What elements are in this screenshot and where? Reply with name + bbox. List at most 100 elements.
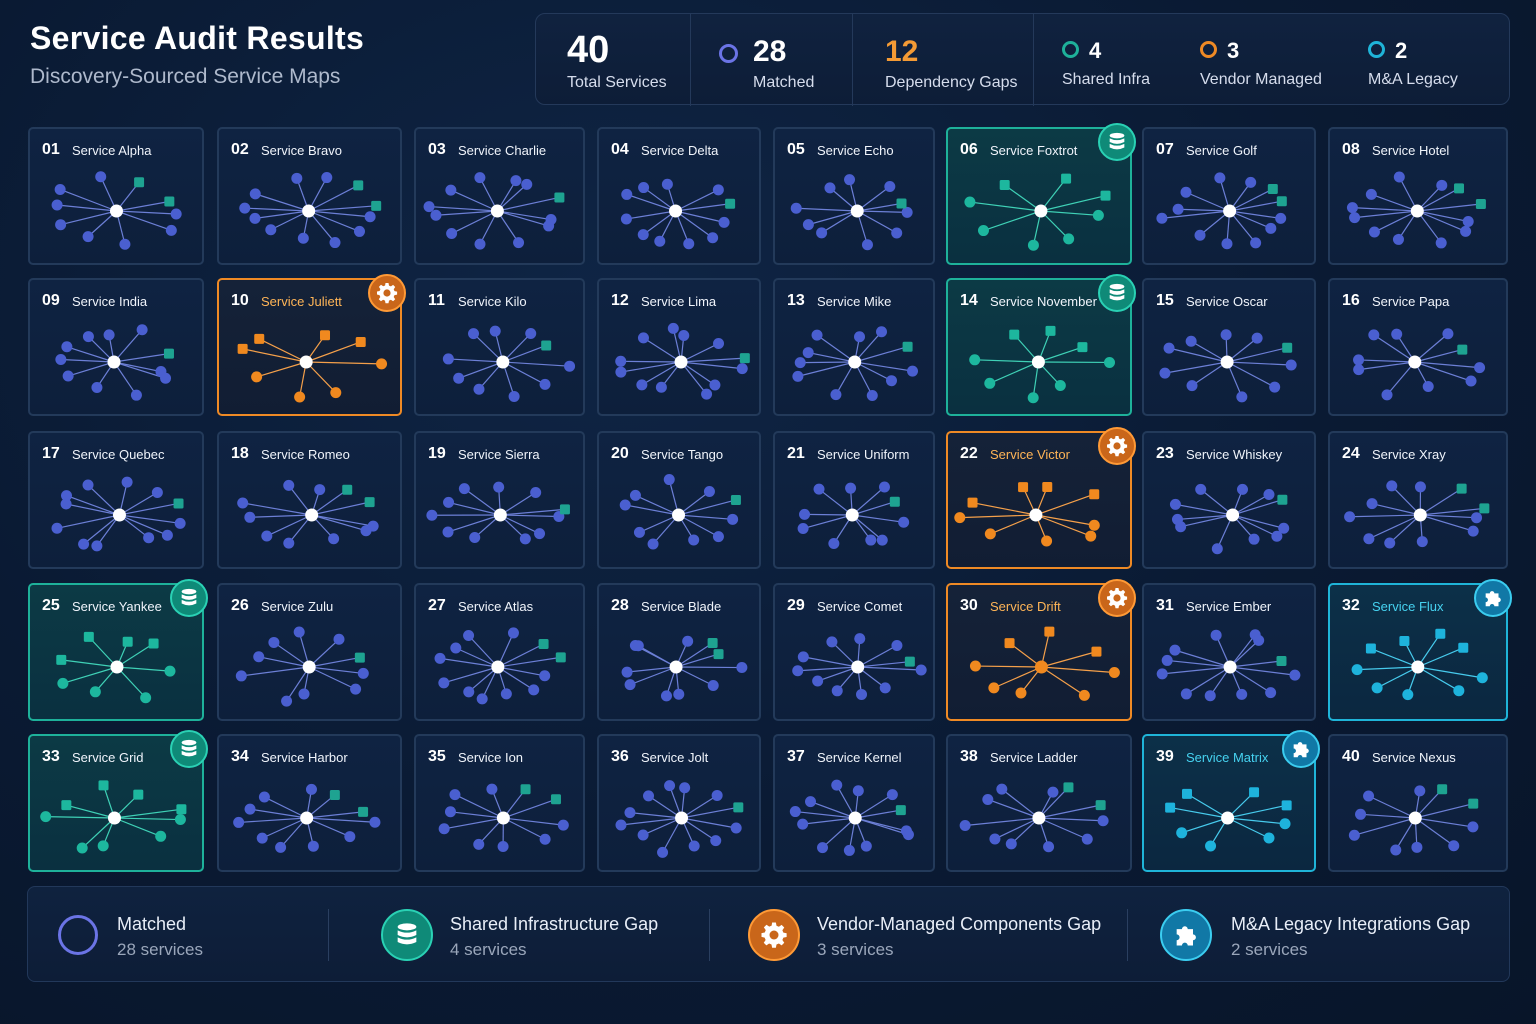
graph-node-square [1061,173,1072,184]
graph-node [458,483,470,495]
service-card[interactable]: 39 Service Matrix [1142,730,1320,872]
graph-node [996,783,1008,795]
graph-node [1027,239,1039,251]
service-name: Service Mike [817,294,892,309]
service-card[interactable]: 27 Service Atlas [414,583,585,721]
graph-edge [817,666,858,682]
service-card[interactable]: 36 Service Jolt [597,734,761,872]
service-card[interactable]: 21 Service Uniform [773,431,935,569]
service-card[interactable]: 13 Service Mike [773,278,935,416]
service-card[interactable]: 04 Service Delta [597,127,761,265]
service-card[interactable]: 05 Service Echo [773,127,935,265]
service-card[interactable]: 32 Service Flux [1328,579,1512,721]
service-card[interactable]: 15 Service Oscar [1142,278,1316,416]
service-card[interactable]: 09 Service India [28,278,204,416]
service-card[interactable]: 37 Service Kernel [773,734,935,872]
service-card[interactable]: 14 Service November [946,274,1136,416]
graph-edge [497,666,535,691]
service-card[interactable]: 22 Service Victor [946,427,1136,569]
service-card[interactable]: 23 Service Whiskey [1142,431,1316,569]
graph-edge [1420,507,1485,516]
graph-node-square [355,336,366,347]
graph-node [1108,667,1120,679]
graph-hub-node [1223,660,1237,674]
graph-node [736,662,748,674]
service-card[interactable]: 26 Service Zulu [217,583,402,721]
dependency-graph [423,172,565,250]
graph-node-square [1458,642,1469,653]
service-name: Service Nexus [1372,750,1456,765]
stat-total-label: Total Services [567,74,667,91]
graph-node-square [550,794,561,805]
graph-node [860,840,872,852]
graph-hub-node [496,355,510,369]
graph-edge [800,361,855,364]
service-card[interactable]: 10 Service Juliett [217,274,406,416]
graph-edge [629,812,682,819]
graph-node-square [889,496,900,507]
graph-edge [1368,795,1416,819]
service-card[interactable]: 29 Service Comet [773,583,935,721]
graph-node [55,354,67,366]
graph-edge [114,808,182,819]
service-number: 36 [611,748,629,765]
service-card[interactable]: 19 Service Sierra [414,431,585,569]
graph-node [866,389,878,401]
service-card[interactable]: 01 Service Alpha [28,127,204,265]
service-card[interactable]: 28 Service Blade [597,583,761,721]
graph-node [1351,664,1363,676]
service-card[interactable]: 12 Service Lima [597,278,761,416]
graph-node-square [1281,800,1292,811]
stat-shared-label: Shared Infra [1062,71,1151,88]
graph-edge [856,210,898,234]
graph-node [712,531,724,543]
service-card[interactable]: 30 Service Drift [946,579,1136,721]
service-card[interactable]: 17 Service Quebec [28,431,204,569]
puzzle-icon [1160,909,1212,961]
graph-node [62,370,74,382]
graph-hub-node [1410,204,1424,218]
service-card[interactable]: 31 Service Ember [1142,583,1316,721]
service-card[interactable]: 34 Service Harbor [217,734,402,872]
graph-edge [308,210,371,218]
service-card[interactable]: 11 Service Kilo [414,278,585,416]
graph-hub-node [675,811,689,825]
graph-edge [497,210,549,227]
service-name: Service Victor [990,447,1070,462]
service-number: 02 [231,141,249,158]
graph-edge [641,361,682,386]
graph-node [624,679,636,691]
graph-node-square [1479,503,1490,514]
graph-edge [1391,485,1421,516]
graph-hub-node [490,204,504,218]
service-name: Service Flux [1372,599,1444,614]
graph-hub-node [1029,508,1043,522]
service-card[interactable]: 24 Service Xray [1328,431,1508,569]
service-card[interactable]: 16 Service Papa [1328,278,1508,416]
graph-node [636,379,648,391]
graph-node [1172,513,1184,525]
graph-node [718,216,730,228]
service-card[interactable]: 33 Service Grid [28,730,208,872]
service-card[interactable]: 18 Service Romeo [217,431,402,569]
service-card[interactable]: 07 Service Golf [1142,127,1316,265]
service-card[interactable]: 38 Service Ladder [946,734,1132,872]
graph-node [119,238,131,250]
puzzle-icon [1474,579,1512,617]
graph-edge [680,343,719,363]
service-card[interactable]: 40 Service Nexus [1328,734,1508,872]
service-card[interactable]: 03 Service Charlie [414,127,585,265]
graph-node [78,538,90,550]
graph-edge [116,666,147,699]
service-name: Service Golf [1186,143,1257,158]
stat-matched-value: 28 [753,35,787,68]
service-card[interactable]: 35 Service Ion [414,734,585,872]
service-card[interactable]: 02 Service Bravo [217,127,402,265]
graph-edge [1227,817,1286,825]
graph-node [1015,687,1027,699]
service-card[interactable]: 20 Service Tango [597,431,761,569]
service-card[interactable]: 06 Service Foxtrot [946,123,1136,265]
service-number: 40 [1342,748,1360,765]
service-card[interactable]: 25 Service Yankee [28,579,208,721]
service-card[interactable]: 08 Service Hotel [1328,127,1508,265]
